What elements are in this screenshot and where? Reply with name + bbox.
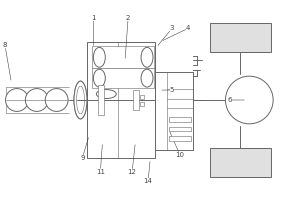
Bar <box>140 95 144 99</box>
Bar <box>92 46 154 68</box>
Text: 11: 11 <box>96 145 105 174</box>
Ellipse shape <box>76 86 85 114</box>
Ellipse shape <box>96 90 116 99</box>
Bar <box>210 148 271 177</box>
Bar <box>169 117 191 122</box>
Ellipse shape <box>93 69 105 87</box>
Text: 1: 1 <box>91 15 96 45</box>
Text: 12: 12 <box>128 145 136 174</box>
Ellipse shape <box>93 47 105 67</box>
Circle shape <box>5 89 28 111</box>
Text: 14: 14 <box>144 162 152 184</box>
Ellipse shape <box>141 69 153 87</box>
Text: 10: 10 <box>170 132 184 158</box>
Text: 8: 8 <box>3 42 11 80</box>
Circle shape <box>45 89 68 111</box>
Text: 3: 3 <box>158 25 174 45</box>
Ellipse shape <box>74 81 87 119</box>
Bar <box>210 23 271 52</box>
Text: 4: 4 <box>163 25 190 40</box>
Bar <box>98 85 104 115</box>
Text: 6: 6 <box>227 97 244 103</box>
Text: 2: 2 <box>125 15 130 58</box>
Bar <box>92 68 154 88</box>
Circle shape <box>226 76 273 124</box>
Text: 9: 9 <box>80 138 88 161</box>
Bar <box>87 42 155 158</box>
Bar <box>133 90 139 110</box>
Text: 5: 5 <box>162 87 174 93</box>
Ellipse shape <box>141 47 153 67</box>
Bar <box>140 102 144 106</box>
Ellipse shape <box>74 81 87 119</box>
Bar <box>169 127 191 131</box>
Circle shape <box>26 89 48 111</box>
Bar <box>155 72 193 150</box>
Bar <box>169 136 191 141</box>
